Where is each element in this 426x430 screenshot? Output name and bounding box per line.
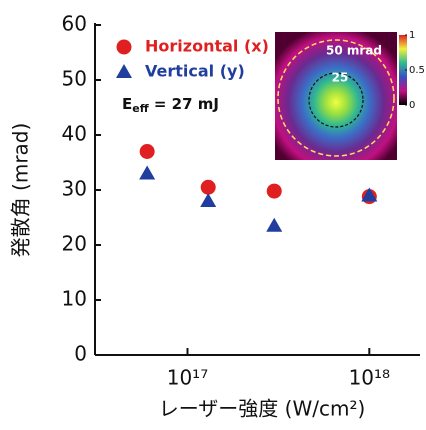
y-tick-label: 60 <box>62 12 87 36</box>
y-tick-label: 0 <box>74 342 87 366</box>
x-axis-label: レーザー強度 (W/cm²) <box>159 397 366 421</box>
y-tick-label: 50 <box>62 67 87 91</box>
x-tick-label: 10¹⁷ <box>167 366 208 390</box>
colorbar-tick-label: 0.5 <box>409 65 425 76</box>
y-tick-label: 30 <box>62 177 87 201</box>
x-tick-label: 10¹⁸ <box>349 366 390 390</box>
inset-label: 25 <box>332 71 349 85</box>
legend-marker <box>117 40 132 55</box>
legend-label: Vertical (y) <box>145 62 245 81</box>
y-axis-label: 発散角 (mrad) <box>9 123 33 258</box>
data-point <box>200 193 216 207</box>
legend-marker <box>116 64 132 78</box>
annotation: Eeff = 27 mJ <box>122 95 219 116</box>
data-point <box>139 166 155 180</box>
data-point <box>267 184 282 199</box>
legend-label: Horizontal (x) <box>145 37 269 56</box>
inset: 50 mrad 25 <box>275 32 407 160</box>
data-point <box>140 144 155 159</box>
data-point <box>201 180 216 195</box>
inset-label: 50 mrad <box>326 44 382 58</box>
y-tick-label: 20 <box>62 232 87 256</box>
y-tick-label: 10 <box>62 287 87 311</box>
colorbar-tick-label: 1 <box>409 30 415 41</box>
colorbar-tick-label: 0 <box>409 100 415 111</box>
data-point <box>266 218 282 232</box>
chart: 50 mrad 25 Eeff = 27 mJ 発散角 (mrad) レーザー強… <box>0 0 426 430</box>
y-tick-label: 40 <box>62 122 87 146</box>
